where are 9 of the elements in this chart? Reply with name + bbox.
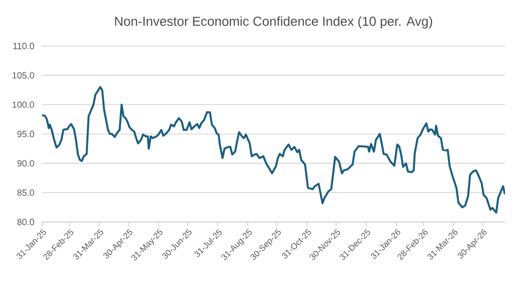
y-tick-label: 95.0	[17, 130, 34, 138]
y-tick-label: 110.0	[13, 42, 34, 50]
y-tick-label: 85.0	[17, 189, 34, 196]
y-tick-label: 90.0	[17, 160, 34, 167]
line-series	[42, 86, 505, 214]
y-tick-label: 100.0	[12, 101, 34, 108]
chart-title: Non-Investor Economic Confidence Index (10 per. Avg)	[115, 16, 432, 28]
y-tick-label: 105.0	[12, 72, 34, 79]
y-tick-label: 80.0	[17, 218, 34, 226]
